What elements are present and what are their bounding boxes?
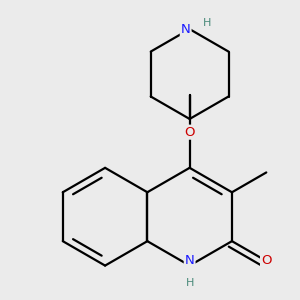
Text: O: O [184,126,195,139]
Text: N: N [185,254,194,267]
Text: N: N [181,22,190,36]
Text: H: H [185,278,194,288]
Text: O: O [261,254,272,268]
Text: H: H [202,17,211,28]
